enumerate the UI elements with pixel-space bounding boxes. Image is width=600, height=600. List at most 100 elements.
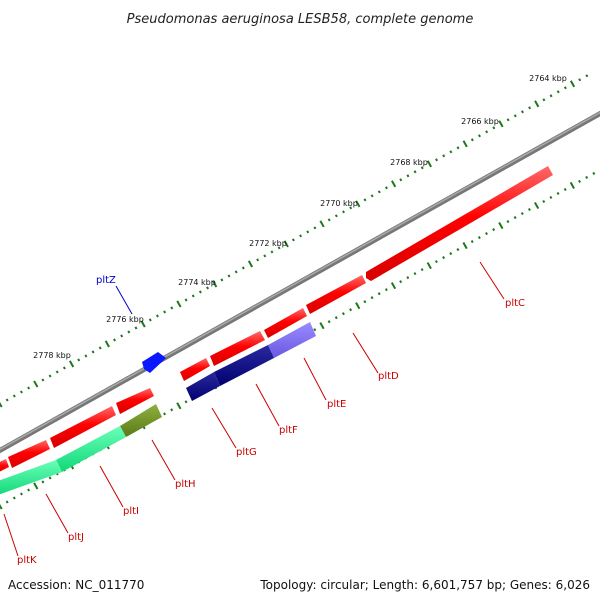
inner-scale-tick <box>585 175 589 179</box>
outer-scale-tick <box>27 386 31 390</box>
outer-scale-tick <box>377 190 381 194</box>
outer-scale-tick <box>578 78 582 82</box>
gene-pltJ-feature[interactable] <box>8 440 50 468</box>
outer-scale-tick <box>556 90 560 94</box>
gene-pltE-feature[interactable] <box>264 308 307 338</box>
inner-scale-tick <box>498 221 504 230</box>
inner-scale-tick <box>327 320 331 324</box>
inner-scale-tick <box>549 195 553 200</box>
outer-scale-tick <box>435 158 439 162</box>
outer-scale-tick <box>277 246 281 250</box>
inner-scale-tick <box>12 496 16 500</box>
inner-scale-tick <box>377 292 381 296</box>
inner-scale-tick <box>492 228 496 232</box>
outer-scale-tick <box>84 354 88 358</box>
outer-scale-tick <box>399 178 403 182</box>
outer-scale-tick <box>319 220 325 228</box>
outer-scale-tick <box>569 80 576 88</box>
gene-label-pltF[interactable]: pltF <box>279 425 298 436</box>
gene-label-pltG[interactable]: pltG <box>236 447 257 458</box>
gene-label-pltZ[interactable]: pltZ <box>96 275 116 286</box>
outer-scale-tick <box>506 118 510 122</box>
reverse-gene-slate[interactable] <box>268 322 316 358</box>
inner-scale-tick <box>556 191 560 196</box>
outer-scale-tick <box>355 200 361 208</box>
inner-scale-tick <box>456 248 460 252</box>
reverse-gene-navy-b[interactable] <box>186 372 220 401</box>
outer-scale-tick <box>370 194 374 198</box>
kbp-label-2768: 2768 kbp <box>390 158 428 167</box>
gene-label-pltK[interactable]: pltK <box>17 555 37 566</box>
outer-scale-tick <box>420 166 424 170</box>
outer-scale-tick <box>313 226 317 230</box>
reverse-gene-green-b[interactable] <box>0 460 62 496</box>
inner-scale-tick <box>520 211 524 216</box>
gene-pltF-feature[interactable] <box>210 331 265 366</box>
inner-scale-tick <box>48 476 52 480</box>
outer-scale-tick <box>5 398 9 402</box>
gene-pltC-feature[interactable] <box>366 166 553 281</box>
outer-scale-tick <box>198 290 202 294</box>
reverse-genes <box>0 322 316 496</box>
outer-scale-tick <box>449 150 453 154</box>
outer-scale-tick <box>563 86 567 90</box>
inner-scale-tick <box>542 199 546 204</box>
reverse-gene-green-a[interactable] <box>56 426 126 472</box>
outer-scale-tick <box>148 318 152 322</box>
inner-scale-tick <box>563 187 567 192</box>
outer-scale-tick <box>327 218 331 222</box>
inner-scale-tick <box>534 201 540 210</box>
reverse-gene-olive[interactable] <box>120 404 162 437</box>
outer-scale-tick <box>212 280 218 288</box>
outer-scale-tick <box>513 114 517 118</box>
inner-scale-tick <box>527 207 531 212</box>
outer-scale-tick <box>283 240 289 248</box>
gene-label-pltJ[interactable]: pltJ <box>68 532 84 543</box>
gene-label-pltD[interactable]: pltD <box>378 371 399 382</box>
outer-scale-tick <box>127 330 131 334</box>
inner-scale-tick <box>485 232 488 236</box>
kbp-label-2778: 2778 kbp <box>33 351 71 360</box>
outer-scale-tick <box>270 250 274 254</box>
inner-scale-tick <box>592 171 596 175</box>
inner-scale-tick <box>170 408 174 412</box>
gene-pltI-feature[interactable] <box>50 406 116 448</box>
inner-scale-tick <box>319 322 325 330</box>
outer-scale-tick <box>48 374 52 378</box>
kbp-label-2770: 2770 kbp <box>320 199 358 208</box>
outer-scale-tick <box>33 380 39 388</box>
gene-pltK-feature[interactable] <box>0 459 9 474</box>
gene-pltH-feature[interactable] <box>116 388 154 414</box>
kbp-labels: 2764 kbp 2766 kbp 2768 kbp 2770 kbp 2772… <box>33 74 567 360</box>
outer-scale-tick <box>263 254 267 258</box>
outer-scale-tick <box>528 106 532 110</box>
gene-label-pltE[interactable]: pltE <box>327 399 346 410</box>
outer-scale-tick <box>520 110 524 114</box>
gene-label-pltH[interactable]: pltH <box>175 479 196 490</box>
outer-scale-tick <box>227 274 231 278</box>
outer-scale-tick <box>184 298 188 302</box>
gene-label-pltC[interactable]: pltC <box>505 298 525 309</box>
inner-scale-tick <box>5 500 9 504</box>
inner-scale-tick <box>20 492 23 496</box>
outer-scale-tick <box>256 258 260 262</box>
outer-scale-tick <box>549 94 553 98</box>
outer-scale-tick <box>470 138 474 142</box>
outer-scale-tick <box>12 394 16 398</box>
inner-scale-tick <box>349 308 353 312</box>
outer-scale-tick <box>478 134 481 138</box>
gene-label-pltI[interactable]: pltI <box>123 506 139 517</box>
inner-scale-tick <box>363 300 367 304</box>
reverse-gene-navy-a[interactable] <box>214 345 274 386</box>
outer-scale-tick <box>334 214 338 218</box>
gene-pltZ-feature[interactable] <box>142 352 166 373</box>
inner-scale-tick <box>33 482 39 490</box>
gene-pltG-feature[interactable] <box>180 358 210 381</box>
outer-scale-tick <box>91 350 95 354</box>
outer-scale-tick <box>442 154 446 158</box>
gene-pltD-feature[interactable] <box>306 275 366 314</box>
outer-scale-tick <box>104 340 110 348</box>
outer-scale-tick <box>0 401 3 408</box>
outer-scale-tick <box>77 358 81 362</box>
outer-scale-tick <box>492 126 496 130</box>
